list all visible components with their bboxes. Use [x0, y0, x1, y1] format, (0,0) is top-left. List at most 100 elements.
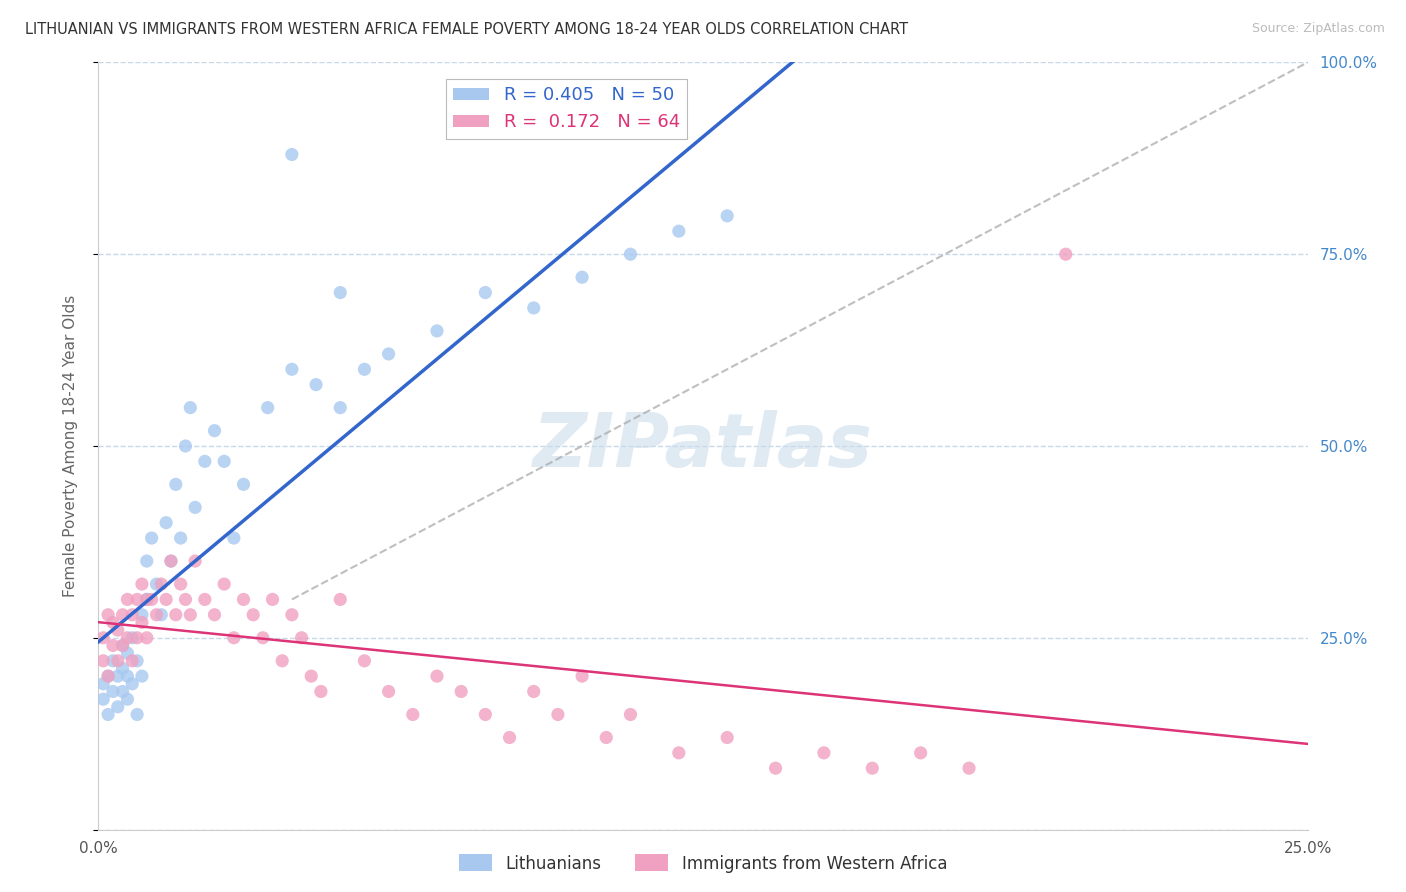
Point: [111, 639, 134, 653]
Point: [135, 592, 157, 607]
Point: [135, 554, 157, 568]
Point: [222, 531, 245, 545]
Point: [150, 577, 173, 591]
Point: [498, 731, 520, 745]
Point: [101, 684, 124, 698]
Point: [450, 684, 472, 698]
Point: [305, 377, 328, 392]
Point: [402, 707, 425, 722]
Point: [127, 631, 149, 645]
Point: [91, 631, 114, 645]
Point: [121, 654, 143, 668]
Point: [204, 424, 226, 438]
Legend: Lithuanians, Immigrants from Western Africa: Lithuanians, Immigrants from Western Afr…: [453, 847, 953, 880]
Point: [212, 577, 235, 591]
Point: [127, 654, 149, 668]
Point: [204, 607, 226, 622]
Point: [619, 247, 641, 261]
Point: [150, 607, 173, 622]
Point: [281, 607, 304, 622]
Point: [262, 592, 284, 607]
Point: [299, 669, 322, 683]
Point: [1054, 247, 1077, 261]
Point: [117, 692, 139, 706]
Point: [165, 477, 187, 491]
Point: [160, 554, 183, 568]
Point: [160, 554, 183, 568]
Text: LITHUANIAN VS IMMIGRANTS FROM WESTERN AFRICA FEMALE POVERTY AMONG 18-24 YEAR OLD: LITHUANIAN VS IMMIGRANTS FROM WESTERN AF…: [25, 22, 908, 37]
Point: [271, 654, 294, 668]
Point: [212, 454, 235, 468]
Point: [117, 669, 139, 683]
Point: [474, 707, 496, 722]
Y-axis label: Female Poverty Among 18-24 Year Olds: Female Poverty Among 18-24 Year Olds: [63, 295, 77, 597]
Point: [353, 654, 375, 668]
Point: [353, 362, 375, 376]
Point: [222, 631, 245, 645]
Point: [91, 654, 114, 668]
Point: [716, 731, 738, 745]
Legend: R = 0.405   N = 50, R =  0.172   N = 64: R = 0.405 N = 50, R = 0.172 N = 64: [446, 79, 688, 138]
Point: [97, 669, 120, 683]
Point: [957, 761, 980, 775]
Point: [107, 654, 129, 668]
Point: [232, 477, 254, 491]
Point: [117, 631, 139, 645]
Point: [107, 623, 129, 637]
Point: [174, 439, 197, 453]
Point: [111, 684, 134, 698]
Text: ZIPatlas: ZIPatlas: [533, 409, 873, 483]
Point: [194, 454, 217, 468]
Point: [131, 577, 153, 591]
Point: [309, 684, 332, 698]
Point: [145, 577, 167, 591]
Point: [523, 684, 546, 698]
Point: [107, 699, 129, 714]
Point: [179, 401, 201, 415]
Point: [547, 707, 569, 722]
Point: [184, 554, 207, 568]
Point: [765, 761, 787, 775]
Point: [111, 661, 134, 675]
Point: [377, 347, 399, 361]
Point: [377, 684, 399, 698]
Point: [668, 746, 690, 760]
Point: [290, 631, 312, 645]
Point: [121, 607, 143, 622]
Point: [111, 639, 134, 653]
Point: [860, 761, 883, 775]
Point: [141, 592, 163, 607]
Point: [169, 577, 191, 591]
Point: [281, 147, 304, 161]
Point: [474, 285, 496, 300]
Point: [426, 324, 449, 338]
Point: [155, 592, 177, 607]
Point: [329, 592, 352, 607]
Point: [135, 592, 157, 607]
Point: [91, 677, 114, 691]
Point: [165, 607, 187, 622]
Point: [101, 615, 124, 630]
Point: [179, 607, 201, 622]
Point: [107, 669, 129, 683]
Point: [131, 669, 153, 683]
Point: [127, 707, 149, 722]
Text: Source: ZipAtlas.com: Source: ZipAtlas.com: [1251, 22, 1385, 36]
Point: [813, 746, 835, 760]
Point: [716, 209, 738, 223]
Point: [194, 592, 217, 607]
Point: [155, 516, 177, 530]
Point: [127, 592, 149, 607]
Point: [117, 646, 139, 660]
Point: [131, 607, 153, 622]
Point: [97, 669, 120, 683]
Point: [242, 607, 264, 622]
Point: [668, 224, 690, 238]
Point: [101, 654, 124, 668]
Point: [145, 607, 167, 622]
Point: [281, 362, 304, 376]
Point: [329, 401, 352, 415]
Point: [523, 301, 546, 315]
Point: [131, 615, 153, 630]
Point: [619, 707, 641, 722]
